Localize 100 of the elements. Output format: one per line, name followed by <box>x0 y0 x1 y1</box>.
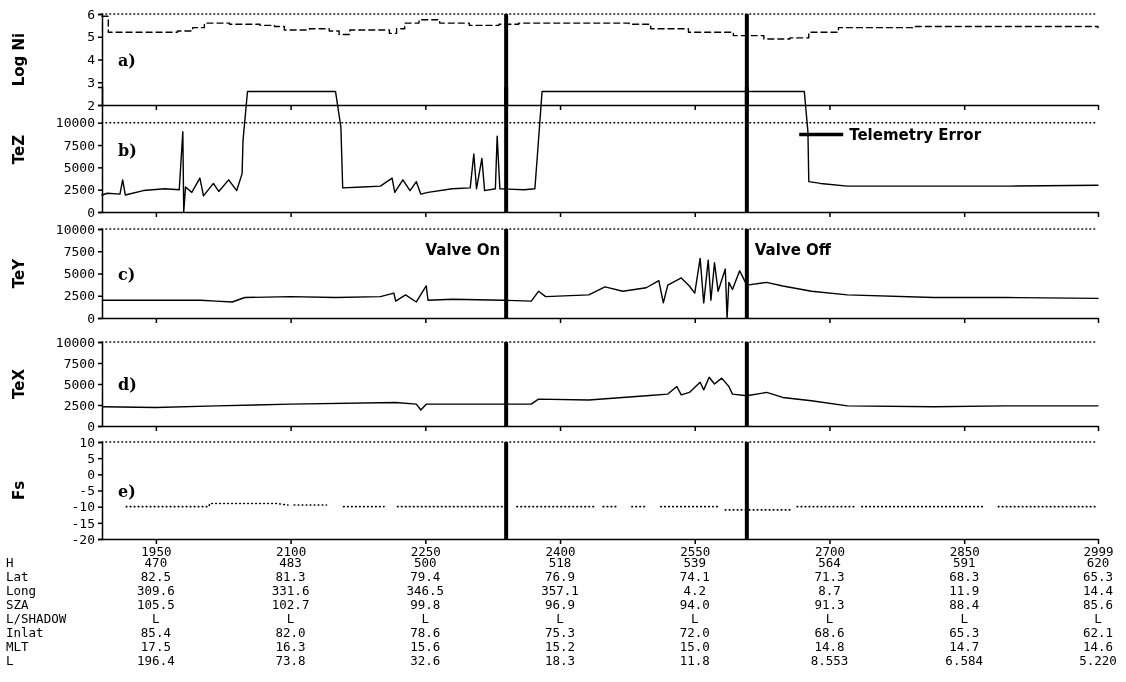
text: Inlat <box>6 624 44 640</box>
text: 14.4 <box>1082 582 1114 598</box>
text: L <box>152 610 160 626</box>
y-tick-label: 10000 <box>55 115 95 131</box>
text: L <box>690 610 699 626</box>
text: L <box>960 610 968 626</box>
text: 14.6 <box>1082 638 1114 654</box>
text: 74.1 <box>679 568 710 584</box>
text: 5.220 <box>1079 652 1117 668</box>
y-tick-label: -5 <box>79 483 95 499</box>
text: 8.7 <box>818 582 841 598</box>
text: H <box>6 554 14 570</box>
x-tick-label: 2700 <box>814 543 846 559</box>
text: L <box>1094 610 1102 626</box>
y-tick-label: -15 <box>71 515 95 531</box>
text: 96.9 <box>544 596 576 612</box>
y-tick-label: 0 <box>87 310 95 326</box>
y-tick-label: 0 <box>87 204 95 220</box>
y-tick-label: 5 <box>87 29 95 45</box>
y-tick-label: 2 <box>87 97 95 113</box>
text: 346.5 <box>406 582 445 598</box>
y-tick-label: 5000 <box>63 266 95 282</box>
text: 62.1 <box>1082 624 1114 640</box>
text: 102.7 <box>271 596 310 612</box>
y-tick-label: 7500 <box>63 243 95 259</box>
text: 32.6 <box>410 652 441 668</box>
text: 82.0 <box>275 624 306 640</box>
y-tick-label: 2500 <box>63 182 95 198</box>
text: 68.6 <box>814 624 845 640</box>
y-tick-label: 6 <box>87 6 95 22</box>
text: 82.5 <box>140 568 171 584</box>
y-axis-title: TeX <box>10 368 28 399</box>
text: L <box>421 610 430 626</box>
y-tick-label: 5 <box>87 450 95 466</box>
text: 65.3 <box>1082 568 1114 584</box>
y-axis-title: Fs <box>10 480 28 501</box>
text: 11.9 <box>949 582 980 598</box>
text: Lat <box>6 568 29 584</box>
text: 85.6 <box>1082 596 1114 612</box>
text: 71.3 <box>814 568 845 584</box>
x-tick-label: 2999 <box>1083 543 1114 559</box>
text: 79.4 <box>410 568 441 584</box>
text: 6.584 <box>945 652 983 668</box>
text: 15.6 <box>410 638 441 654</box>
text: 105.5 <box>137 596 175 612</box>
x-tick-label: 2850 <box>949 543 980 559</box>
y-axis-title: TeY <box>10 257 28 289</box>
y-tick-label: 7500 <box>63 137 95 153</box>
y-tick-label: 0 <box>87 418 95 434</box>
text: 91.3 <box>814 596 845 612</box>
text: 17.5 <box>140 638 171 654</box>
y-tick-label: 0 <box>87 466 95 482</box>
annotation: a) <box>118 50 136 70</box>
y-tick-label: -20 <box>71 531 95 547</box>
text: 357.1 <box>541 582 579 598</box>
x-tick-label: 2250 <box>410 543 441 559</box>
y-tick-label: 7500 <box>63 355 95 371</box>
text: 88.4 <box>949 596 980 612</box>
text: 73.8 <box>275 652 306 668</box>
y-tick-label: 10000 <box>55 334 95 350</box>
text: 99.8 <box>410 596 441 612</box>
text: 331.6 <box>271 582 310 598</box>
annotation: e) <box>118 481 136 501</box>
y-tick-label: 5000 <box>63 160 95 176</box>
text: 72.0 <box>679 624 710 640</box>
text: L <box>286 610 295 626</box>
text: L <box>6 652 14 668</box>
annotation: d) <box>118 375 137 394</box>
y-tick-label: 2500 <box>63 288 95 304</box>
text: 94.0 <box>679 596 710 612</box>
ref-line-label: Valve On <box>425 241 501 259</box>
text: 15.0 <box>679 638 710 654</box>
y-tick-label: -10 <box>71 499 95 515</box>
annotation: c) <box>118 264 136 284</box>
y-tick-label: 10 <box>79 434 95 450</box>
ref-line-label: Valve Off <box>754 241 832 259</box>
text: 4.2 <box>683 582 707 598</box>
text: 14.8 <box>814 638 845 654</box>
text: L <box>825 610 834 626</box>
text: 65.3 <box>949 624 980 640</box>
text: L/SHADOW <box>6 610 67 626</box>
text: 81.3 <box>275 568 306 584</box>
y-tick-label: 4 <box>87 52 96 68</box>
y-tick-label: 10000 <box>55 221 95 237</box>
text: 16.3 <box>275 638 306 654</box>
x-tick-label: 1950 <box>141 543 172 559</box>
text: L <box>556 610 564 626</box>
text: Long <box>6 582 37 598</box>
text: 85.4 <box>140 624 171 640</box>
annotation: Telemetry Error <box>849 125 982 144</box>
text: 11.8 <box>679 652 710 668</box>
text: 18.3 <box>544 652 576 668</box>
y-tick-label: 5000 <box>63 376 95 392</box>
y-tick-label: 3 <box>87 74 95 90</box>
x-tick-label: 2400 <box>545 543 576 559</box>
annotation: b) <box>118 140 137 160</box>
text: 14.7 <box>949 638 980 654</box>
y-axis-title: TeZ <box>10 134 28 165</box>
text: 75.3 <box>544 624 576 640</box>
text: SZA <box>6 596 30 612</box>
